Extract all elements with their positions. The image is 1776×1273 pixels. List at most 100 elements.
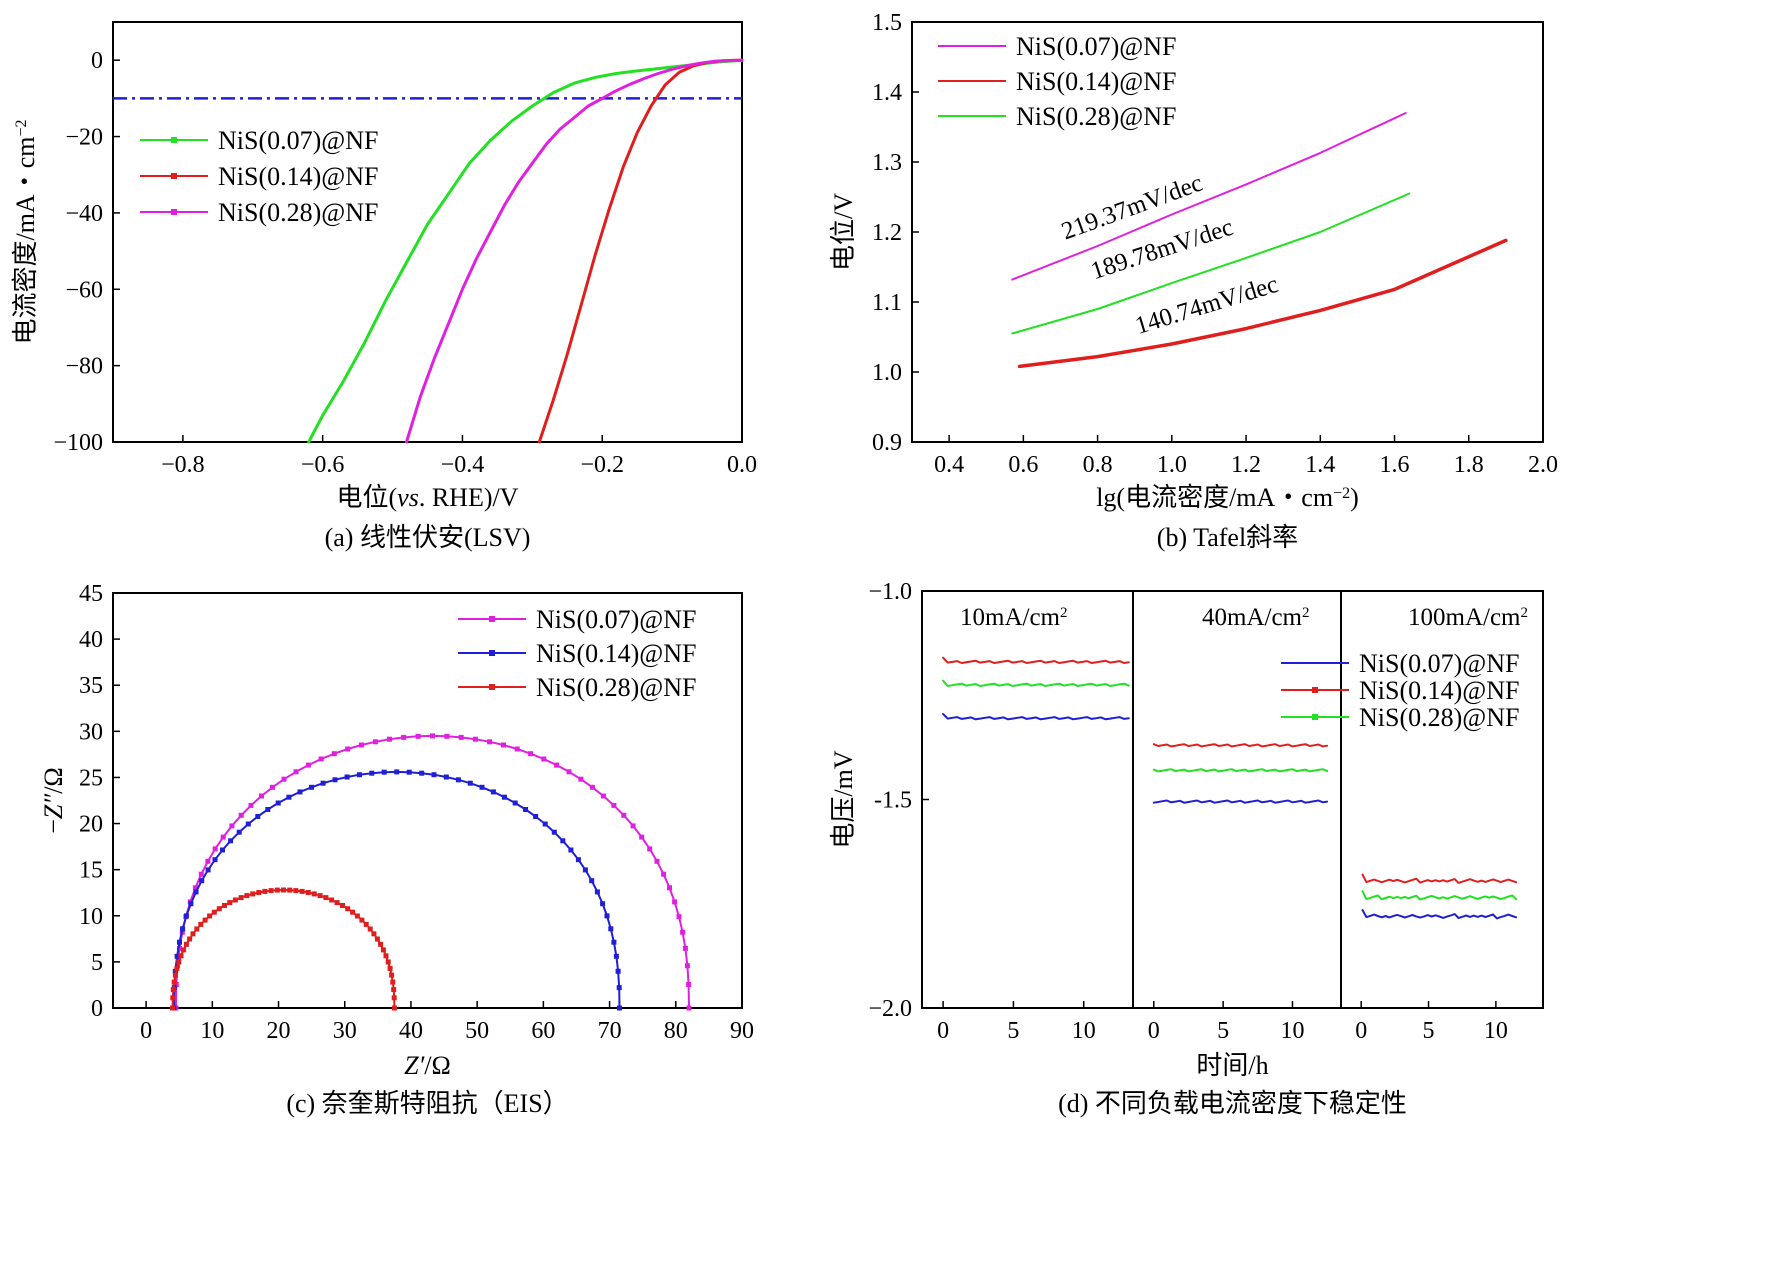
panel-c-marker-3 [367, 926, 373, 932]
panel-c-ylabel: −Z″/Ω [39, 767, 68, 834]
panel-c-ytick-label: 0 [91, 996, 103, 1022]
panel-c-marker-3 [183, 941, 189, 947]
panel-c-marker-2 [533, 814, 539, 819]
panel-d-xtick-label: 5 [1007, 1018, 1019, 1044]
panel-c-marker-2 [575, 857, 581, 863]
panel-c-marker-2 [193, 889, 199, 895]
panel-d-xlabel: 时间/h [1196, 1051, 1268, 1080]
panel-c-marker-3 [222, 903, 227, 908]
panel-d-legend-marker-2 [1312, 687, 1318, 693]
panel-c-ytick-label: 5 [91, 950, 103, 976]
panel-c-marker-2 [394, 769, 400, 775]
panel-c-marker-3 [274, 887, 280, 893]
panel-c-marker-1 [212, 846, 218, 852]
panel-c-marker-3 [363, 921, 369, 927]
panel-c-marker-1 [600, 793, 606, 799]
panel-c-marker-1 [654, 858, 660, 864]
panel-a-ytick-label: −60 [65, 277, 103, 303]
panel-a-frame [112, 21, 743, 443]
panel-c-marker-3 [371, 931, 377, 937]
panel-c-marker-3 [170, 987, 176, 993]
panel-d-series-1-segment-2 [1152, 799, 1329, 804]
panel-b-xtick-label: 1.8 [1454, 452, 1484, 478]
panel-a-xtick-label: −0.8 [161, 452, 205, 478]
panel-a-xtick-label: −0.2 [580, 452, 624, 478]
panel-c-marker-1 [430, 733, 435, 739]
panel-c-marker-1 [639, 834, 645, 840]
panel-c-marker-2 [611, 939, 617, 945]
panel-d-ytick-label: −2.0 [868, 996, 912, 1022]
panel-c-marker-1 [501, 742, 506, 748]
panel-a-legend-label-3: NiS(0.28)@NF [218, 198, 378, 227]
panel-b-xtick-label: 1.0 [1157, 452, 1187, 478]
panel-c-marker-3 [207, 913, 213, 919]
panel-c-marker-3 [178, 953, 184, 959]
panel-c-series-3 [171, 889, 396, 1009]
panel-a-legend-marker-2 [171, 173, 177, 179]
panel-b-ylabel: 电位/V [829, 193, 858, 271]
panel-d-xtick-label: 0 [1355, 1018, 1367, 1044]
panel-c-legend-marker-1 [489, 616, 495, 622]
panel-a-xtick-label: 0.0 [727, 452, 757, 478]
panel-d-xtick-label: 10 [1280, 1018, 1304, 1044]
panel-c-legend-marker-2 [489, 650, 495, 656]
panel-c-marker-2 [381, 769, 387, 775]
panel-c-marker-2 [265, 807, 271, 812]
panel-c-marker-2 [275, 800, 281, 806]
panel-c-marker-2 [188, 901, 194, 907]
panel-c-marker-3 [305, 890, 311, 895]
panel-b-ytick-label: 1.4 [872, 80, 902, 106]
panel-c-ytick-label: 20 [79, 812, 103, 838]
panel-c-marker-1 [647, 846, 653, 852]
panel-c-marker-3 [244, 893, 250, 899]
panel-c-marker-1 [305, 762, 311, 768]
panel-c-marker-3 [380, 947, 386, 953]
panel-c-marker-2 [551, 829, 557, 835]
panel-b-legend-label-2: NiS(0.14)@NF [1016, 67, 1176, 96]
panel-c-marker-3 [350, 909, 356, 915]
panel-a-xtick-label: −0.4 [441, 452, 485, 478]
panel-c-marker-2 [297, 789, 303, 795]
panel-c-series-2 [172, 770, 621, 1009]
panel-c-marker-2 [542, 821, 548, 827]
panel-c-marker-3 [176, 959, 182, 965]
panel-c-marker-3 [198, 921, 204, 927]
panel-c-marker-1 [589, 784, 595, 790]
panel-c-marker-1 [345, 746, 351, 752]
panel-b-xtick-label: 2.0 [1528, 452, 1558, 478]
panel-c-marker-1 [293, 769, 299, 775]
panel-c-marker-2 [560, 838, 566, 844]
panel-c-marker-3 [323, 895, 329, 901]
panel-c-marker-2 [180, 926, 186, 932]
panel-d-caption: (d) 不同负载电流密度下稳定性 [1058, 1089, 1407, 1118]
panel-c-marker-3 [187, 936, 193, 942]
panel-a-legend-marker-1 [171, 137, 177, 143]
panel-a-ytick-label: −100 [53, 430, 103, 456]
panel-c-xlabel: Z′/Ω [404, 1051, 451, 1080]
panel-c-marker-3 [311, 891, 317, 897]
panel-c-xtick-label: 70 [598, 1018, 622, 1044]
panel-c-marker-3 [293, 888, 299, 894]
panel-c-marker-1 [259, 793, 264, 799]
panel-c-marker-1 [611, 802, 617, 808]
panel-c-marker-3 [389, 972, 395, 978]
panel-d-ytick-label: -1.5 [874, 788, 912, 814]
panel-c-marker-1 [270, 784, 275, 790]
panel-c-marker-3 [170, 995, 176, 1001]
panel-c-marker-2 [613, 953, 619, 959]
panel-c-marker-3 [391, 987, 397, 993]
panel-d-series-3-segment-2 [1152, 768, 1329, 773]
panel-b-xtick-label: 0.4 [934, 452, 964, 478]
panel-c-marker-3 [340, 903, 345, 908]
panel-d-series-3-segment-1 [942, 679, 1130, 687]
panel-d-series-3-segment-3 [1361, 890, 1518, 901]
panel-c-marker-2 [600, 901, 606, 907]
panel-c-marker-1 [566, 769, 572, 775]
panel-c-caption: (c) 奈奎斯特阻抗（EIS） [286, 1089, 568, 1118]
panel-d-legend-marker-3 [1312, 714, 1318, 720]
panel-c-marker-2 [594, 889, 600, 895]
panel-a-caption: (a) 线性伏安(LSV) [325, 523, 531, 552]
panel-a-legend-label-2: NiS(0.14)@NF [218, 162, 378, 191]
panel-c-marker-2 [236, 829, 242, 835]
panel-a-series-3 [405, 58, 744, 444]
